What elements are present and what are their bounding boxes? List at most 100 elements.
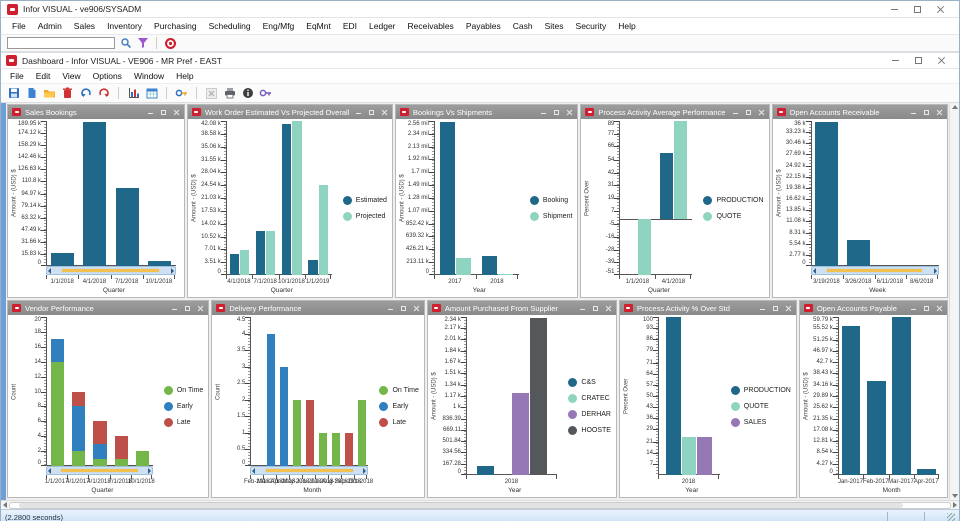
delete-trash-icon[interactable]: [61, 87, 74, 100]
scroll-thumb[interactable]: [825, 268, 924, 273]
menu-scheduling[interactable]: Scheduling: [208, 21, 251, 31]
scroll-thumb[interactable]: [59, 468, 140, 473]
panel-minimize-icon[interactable]: [387, 305, 394, 312]
bar-chart-icon[interactable]: [127, 87, 140, 100]
panel-minimize-icon[interactable]: [732, 109, 739, 116]
panel-close-icon[interactable]: [566, 109, 573, 116]
scroll-left-icon[interactable]: [3, 502, 7, 508]
scroll-track[interactable]: [9, 501, 951, 509]
maximize-icon[interactable]: [914, 56, 923, 65]
panel-minimize-icon[interactable]: [910, 109, 917, 116]
panel-titlebar[interactable]: Process Activity Average Performance: [581, 105, 769, 119]
menu-eng-mfg[interactable]: Eng/Mfg: [262, 21, 295, 31]
print-icon[interactable]: [223, 87, 236, 100]
scroll-right-icon[interactable]: [170, 267, 174, 274]
panel-maximize-icon[interactable]: [592, 305, 599, 312]
menu-payables[interactable]: Payables: [465, 21, 501, 31]
scroll-track[interactable]: [52, 268, 170, 273]
menu-purchasing[interactable]: Purchasing: [154, 21, 197, 31]
filter-funnel-icon[interactable]: [136, 37, 149, 50]
menu-eqmnt[interactable]: EqMnt: [306, 21, 331, 31]
panel-titlebar[interactable]: Open Accounts Receivable: [772, 105, 947, 119]
save-icon[interactable]: [7, 87, 20, 100]
search-input[interactable]: [7, 37, 115, 49]
panel-minimize-icon[interactable]: [355, 109, 362, 116]
scroll-right-icon[interactable]: [933, 267, 937, 274]
panel-close-icon[interactable]: [785, 305, 792, 312]
maximize-icon[interactable]: [913, 5, 922, 14]
menu-sales[interactable]: Sales: [73, 21, 96, 31]
panel-close-icon[interactable]: [936, 305, 943, 312]
panel-titlebar[interactable]: Work Order Estimated Vs Projected Overal…: [187, 105, 392, 119]
scroll-down-icon[interactable]: [951, 494, 958, 498]
panel-close-icon[interactable]: [413, 305, 420, 312]
scroll-left-icon[interactable]: [48, 467, 51, 474]
panel-maximize-icon[interactable]: [772, 305, 779, 312]
panel-titlebar[interactable]: Delivery Performance: [212, 301, 424, 315]
menu-cash[interactable]: Cash: [512, 21, 533, 31]
scroll-left-icon[interactable]: [812, 267, 816, 274]
panel-maximize-icon[interactable]: [745, 109, 752, 116]
chart-scrollbar[interactable]: [810, 266, 939, 275]
panel-minimize-icon[interactable]: [910, 305, 917, 312]
panel-minimize-icon[interactable]: [147, 109, 154, 116]
panel-close-icon[interactable]: [758, 109, 765, 116]
panel-close-icon[interactable]: [197, 305, 204, 312]
panel-maximize-icon[interactable]: [400, 305, 407, 312]
menu-help[interactable]: Help: [618, 21, 636, 31]
panel-titlebar[interactable]: Open Accounts Payable: [799, 301, 948, 315]
horizontal-scrollbar[interactable]: [1, 500, 959, 509]
record-stop-icon[interactable]: [164, 37, 177, 50]
panel-minimize-icon[interactable]: [759, 305, 766, 312]
panel-titlebar[interactable]: Sales Bookings: [8, 105, 184, 119]
panel-minimize-icon[interactable]: [579, 305, 586, 312]
panel-maximize-icon[interactable]: [368, 109, 375, 116]
scroll-track[interactable]: [52, 468, 147, 473]
resize-grip-icon[interactable]: [947, 513, 955, 521]
key-alt-icon[interactable]: [259, 87, 272, 100]
scroll-track[interactable]: [817, 268, 933, 273]
scroll-up-icon[interactable]: [951, 105, 958, 109]
dash-menu-file[interactable]: File: [10, 71, 24, 81]
menu-admin[interactable]: Admin: [37, 21, 62, 31]
new-document-icon[interactable]: [25, 87, 38, 100]
scroll-thumb[interactable]: [19, 502, 903, 508]
scroll-right-icon[interactable]: [953, 502, 957, 508]
panel-titlebar[interactable]: Bookings Vs Shipments: [395, 105, 578, 119]
panel-maximize-icon[interactable]: [160, 109, 167, 116]
vertical-scrollbar[interactable]: [949, 103, 959, 500]
dash-menu-edit[interactable]: Edit: [35, 71, 51, 81]
minimize-icon[interactable]: [891, 56, 900, 65]
close-icon[interactable]: [936, 5, 945, 14]
menu-ledger[interactable]: Ledger: [369, 21, 396, 31]
chart-scrollbar[interactable]: [250, 466, 369, 475]
dash-menu-window[interactable]: Window: [133, 71, 165, 81]
info-icon[interactable]: [241, 87, 254, 100]
close-icon[interactable]: [937, 56, 946, 65]
panel-close-icon[interactable]: [381, 109, 388, 116]
redo-icon[interactable]: [97, 87, 110, 100]
menu-receivables[interactable]: Receivables: [407, 21, 454, 31]
panel-close-icon[interactable]: [605, 305, 612, 312]
panel-minimize-icon[interactable]: [171, 305, 178, 312]
open-folder-icon[interactable]: [43, 87, 56, 100]
menu-sites[interactable]: Sites: [544, 21, 564, 31]
panel-maximize-icon[interactable]: [923, 109, 930, 116]
chart-scrollbar[interactable]: [46, 466, 153, 475]
key-icon[interactable]: [175, 87, 188, 100]
panel-close-icon[interactable]: [936, 109, 943, 116]
search-lookup-icon[interactable]: [119, 37, 132, 50]
scroll-thumb[interactable]: [61, 268, 161, 273]
dash-menu-help[interactable]: Help: [176, 71, 194, 81]
menu-file[interactable]: File: [12, 21, 26, 31]
panel-maximize-icon[interactable]: [923, 305, 930, 312]
panel-maximize-icon[interactable]: [184, 305, 191, 312]
minimize-icon[interactable]: [890, 5, 899, 14]
undo-icon[interactable]: [79, 87, 92, 100]
dash-menu-options[interactable]: Options: [92, 71, 122, 81]
chart-scrollbar[interactable]: [46, 266, 176, 275]
scroll-left-icon[interactable]: [252, 467, 256, 474]
panel-close-icon[interactable]: [173, 109, 180, 116]
dash-menu-view[interactable]: View: [62, 71, 81, 81]
panel-titlebar[interactable]: Amount Purchased From Supplier: [427, 301, 616, 315]
